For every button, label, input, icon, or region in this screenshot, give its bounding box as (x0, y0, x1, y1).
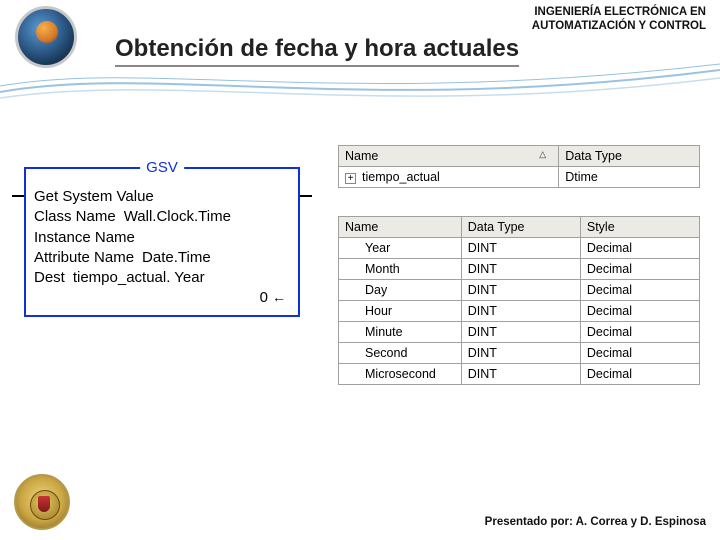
table-row[interactable]: MinuteDINTDecimal (339, 322, 700, 343)
member-datatype-cell: DINT (461, 259, 580, 280)
table-header-row: Name Data Type Style (339, 217, 700, 238)
subtitle-line2: AUTOMATIZACIÓN Y CONTROL (532, 20, 706, 32)
university-seal-icon (14, 474, 70, 530)
gsv-value: tiempo_actual. Year (65, 268, 290, 288)
table-row[interactable]: SecondDINTDecimal (339, 343, 700, 364)
member-datatype-cell: DINT (461, 364, 580, 385)
table-row[interactable]: MonthDINTDecimal (339, 259, 700, 280)
member-style-cell: Decimal (580, 280, 699, 301)
gsv-row-instancename: Instance Name (34, 228, 290, 248)
expand-icon[interactable]: + (345, 173, 356, 184)
table-header-row: Name △ Data Type (339, 146, 700, 167)
tag-datatype-cell: Dtime (559, 167, 700, 188)
column-header-name[interactable]: Name (339, 217, 462, 238)
gsv-instruction-block: GSV Get System Value Class Name Wall.Clo… (14, 167, 310, 385)
slide-header: INGENIERÍA ELECTRÓNICA EN AUTOMATIZACIÓN… (0, 0, 720, 85)
member-datatype-cell: DINT (461, 238, 580, 259)
member-name-cell: Minute (339, 322, 462, 343)
member-name-cell: Month (339, 259, 462, 280)
gsv-value: Date.Time (134, 248, 290, 268)
tag-table: Name △ Data Type + tiempo_actual Dtime (338, 145, 700, 188)
gsv-row-dest: Dest tiempo_actual. Year (34, 268, 290, 288)
member-name-cell: Day (339, 280, 462, 301)
gsv-value (135, 228, 290, 248)
column-header-label: Name (345, 220, 378, 234)
table-row[interactable]: YearDINTDecimal (339, 238, 700, 259)
gsv-row-attributename: Attribute Name Date.Time (34, 248, 290, 268)
gsv-box: GSV Get System Value Class Name Wall.Clo… (24, 167, 300, 317)
left-arrow-icon: ← (268, 289, 286, 305)
gsv-label: Attribute Name (34, 248, 134, 268)
member-style-cell: Decimal (580, 259, 699, 280)
subtitle-line1: INGENIERÍA ELECTRÓNICA EN (534, 6, 706, 18)
member-datatype-cell: DINT (461, 343, 580, 364)
member-name-cell: Hour (339, 301, 462, 322)
member-style-cell: Decimal (580, 238, 699, 259)
rung-rail-right-icon (300, 195, 312, 197)
column-header-style[interactable]: Style (580, 217, 699, 238)
sort-ascending-icon: △ (539, 149, 546, 160)
datatype-members-table: Name Data Type Style YearDINTDecimalMont… (338, 216, 700, 385)
table-row[interactable]: HourDINTDecimal (339, 301, 700, 322)
member-style-cell: Decimal (580, 301, 699, 322)
table-row[interactable]: MicrosecondDINTDecimal (339, 364, 700, 385)
slide-content: GSV Get System Value Class Name Wall.Clo… (0, 85, 720, 385)
slide-footer: Presentado por: A. Correa y D. Espinosa (485, 516, 706, 528)
tag-name-cell: + tiempo_actual (339, 167, 559, 188)
gsv-result-value: 0 (260, 289, 268, 306)
member-style-cell: Decimal (580, 364, 699, 385)
rung-rail-left-icon (12, 195, 24, 197)
column-header-label: Data Type (468, 220, 525, 234)
member-datatype-cell: DINT (461, 322, 580, 343)
gsv-label: Dest (34, 268, 65, 288)
member-name-cell: Microsecond (339, 364, 462, 385)
gsv-result-row: 0← (34, 288, 290, 308)
member-name-cell: Second (339, 343, 462, 364)
gsv-row-classname: Class Name Wall.Clock.Time (34, 207, 290, 227)
member-datatype-cell: DINT (461, 301, 580, 322)
tag-name: tiempo_actual (362, 170, 440, 184)
column-header-datatype[interactable]: Data Type (461, 217, 580, 238)
column-header-name[interactable]: Name △ (339, 146, 559, 167)
column-header-datatype[interactable]: Data Type (559, 146, 700, 167)
table-row[interactable]: + tiempo_actual Dtime (339, 167, 700, 188)
gsv-label: Instance Name (34, 228, 135, 248)
member-datatype-cell: DINT (461, 280, 580, 301)
member-name-cell: Year (339, 238, 462, 259)
member-style-cell: Decimal (580, 322, 699, 343)
member-style-cell: Decimal (580, 343, 699, 364)
gsv-description: Get System Value (34, 187, 290, 207)
right-column: Name △ Data Type + tiempo_actual Dtime (338, 145, 700, 385)
column-header-label: Data Type (565, 149, 622, 163)
institution-logo-icon (15, 6, 77, 68)
gsv-value: Wall.Clock.Time (116, 207, 290, 227)
gsv-legend: GSV (140, 158, 184, 178)
column-header-label: Name (345, 149, 378, 163)
gsv-label: Class Name (34, 207, 116, 227)
department-subtitle: INGENIERÍA ELECTRÓNICA EN AUTOMATIZACIÓN… (532, 5, 706, 34)
slide-title: Obtención de fecha y hora actuales (115, 35, 519, 67)
table-row[interactable]: DayDINTDecimal (339, 280, 700, 301)
column-header-label: Style (587, 220, 615, 234)
